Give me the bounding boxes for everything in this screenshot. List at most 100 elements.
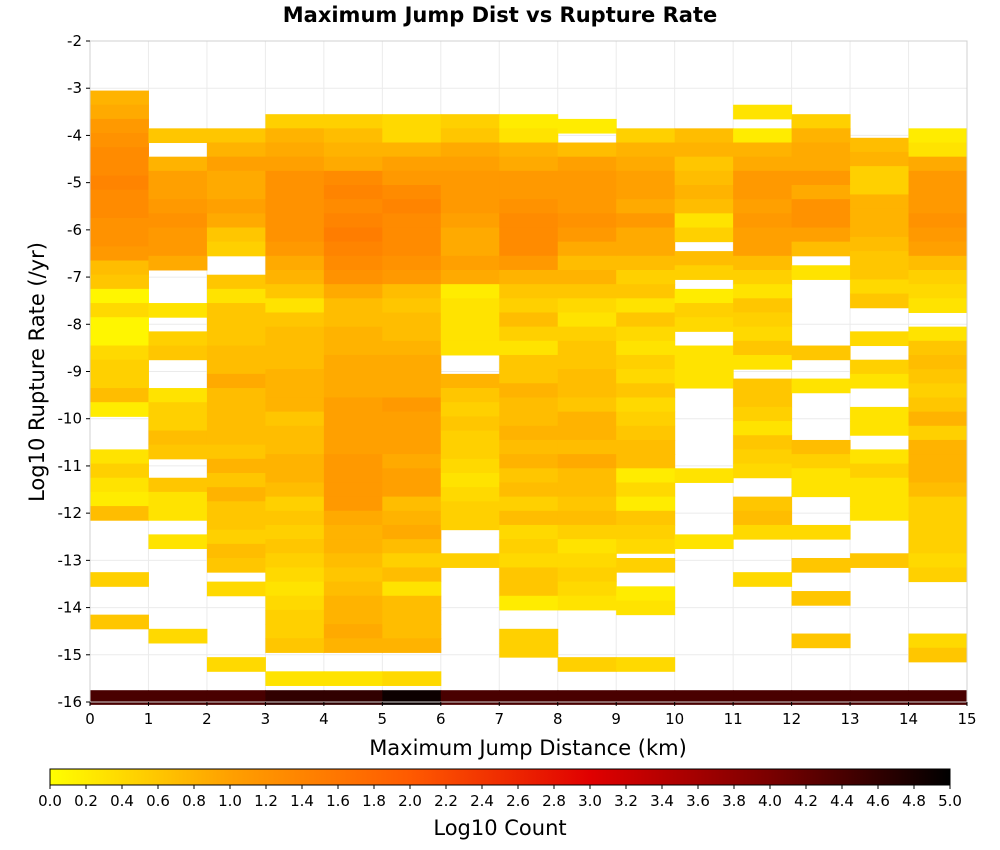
x-tick-label: 3 bbox=[261, 710, 271, 728]
heatmap-cell bbox=[499, 595, 559, 611]
heatmap-cell bbox=[382, 482, 442, 498]
heatmap-cell bbox=[265, 170, 325, 186]
heatmap-cell bbox=[265, 595, 325, 611]
heatmap-cell bbox=[850, 463, 910, 479]
heatmap-cell bbox=[382, 156, 442, 172]
heatmap-cell bbox=[499, 185, 559, 200]
heatmap-cell bbox=[616, 383, 676, 398]
heatmap-cell bbox=[440, 515, 500, 531]
y-tick-label: -7 bbox=[67, 268, 82, 286]
heatmap-cell bbox=[382, 354, 442, 370]
heatmap-cell bbox=[908, 397, 968, 413]
heatmap-cell bbox=[908, 156, 968, 172]
heatmap-cell bbox=[674, 468, 734, 483]
x-tick-label: 2 bbox=[202, 710, 212, 728]
heatmap-cell bbox=[148, 185, 208, 200]
heatmap-cell bbox=[90, 133, 149, 148]
colorbar-tick-label: 4.4 bbox=[830, 792, 854, 810]
heatmap-cell bbox=[206, 388, 266, 403]
heatmap-cell bbox=[616, 600, 676, 616]
x-tick-label: 7 bbox=[494, 710, 504, 728]
heatmap-cell bbox=[557, 255, 617, 271]
heatmap-cell bbox=[206, 185, 266, 200]
heatmap-cell bbox=[90, 274, 149, 290]
heatmap-cell bbox=[733, 185, 793, 200]
heatmap-cell bbox=[850, 359, 910, 375]
heatmap-cell bbox=[499, 539, 559, 554]
heatmap-cell bbox=[148, 430, 208, 446]
heatmap-cell bbox=[499, 156, 559, 172]
x-tick-label: 11 bbox=[724, 710, 743, 728]
colorbar bbox=[49, 768, 951, 786]
heatmap-cell bbox=[499, 628, 559, 644]
heatmap-cell bbox=[733, 199, 793, 214]
heatmap-cell bbox=[382, 114, 442, 129]
y-tick-label: -5 bbox=[67, 174, 82, 192]
heatmap-cell bbox=[382, 397, 442, 413]
heatmap-cell bbox=[908, 439, 968, 455]
y-tick-label: -14 bbox=[58, 599, 83, 617]
heatmap-cell bbox=[323, 496, 383, 512]
heatmap-cell bbox=[265, 269, 325, 285]
heatmap-cell bbox=[499, 425, 559, 441]
heatmap-cell bbox=[499, 312, 559, 328]
heatmap-cell bbox=[733, 496, 793, 512]
heatmap-cell bbox=[557, 657, 617, 672]
heatmap-cell bbox=[616, 312, 676, 328]
heatmap-cell bbox=[382, 624, 442, 639]
heatmap-cell bbox=[674, 185, 734, 200]
colorbar-tick-label: 2.2 bbox=[434, 792, 458, 810]
heatmap-cell bbox=[499, 340, 559, 356]
heatmap-cell bbox=[323, 439, 383, 455]
heatmap-cell bbox=[557, 468, 617, 483]
heatmap-cell bbox=[791, 468, 851, 483]
heatmap-cell bbox=[850, 506, 910, 521]
heatmap-cell bbox=[908, 255, 968, 271]
heatmap-cell bbox=[206, 557, 266, 573]
heatmap-cell bbox=[674, 317, 734, 332]
heatmap-cell bbox=[382, 255, 442, 271]
heatmap-cell bbox=[440, 142, 500, 158]
heatmap-cell bbox=[791, 633, 851, 649]
heatmap-cell bbox=[323, 567, 383, 583]
heatmap-cell bbox=[265, 255, 325, 271]
heatmap-cell bbox=[323, 468, 383, 483]
heatmap-cell bbox=[265, 539, 325, 554]
heatmap-cell bbox=[791, 454, 851, 469]
heatmap-cell bbox=[557, 439, 617, 455]
heatmap-cell bbox=[382, 269, 442, 285]
heatmap-cell bbox=[557, 553, 617, 568]
heatmap-cell bbox=[733, 227, 793, 243]
heatmap-cell bbox=[265, 142, 325, 158]
heatmap-cell bbox=[206, 213, 266, 228]
heatmap-cell bbox=[733, 392, 793, 408]
heatmap-cell bbox=[557, 524, 617, 540]
heatmap-cell bbox=[382, 496, 442, 512]
heatmap-cell bbox=[265, 671, 325, 686]
heatmap-cell bbox=[616, 255, 676, 271]
heatmap-cell bbox=[265, 185, 325, 200]
heatmap-cell bbox=[850, 293, 910, 309]
heatmap-cell bbox=[791, 185, 851, 200]
heatmap-cell bbox=[674, 128, 734, 144]
heatmap-cell bbox=[908, 425, 968, 441]
heatmap-cell bbox=[850, 491, 910, 507]
heatmap-cell bbox=[616, 496, 676, 512]
heatmap-cell bbox=[323, 199, 383, 214]
heatmap-cell bbox=[148, 227, 208, 243]
heatmap-cell bbox=[557, 213, 617, 228]
heatmap-cell bbox=[265, 340, 325, 356]
heatmap-cell bbox=[557, 284, 617, 299]
heatmap-cell bbox=[148, 491, 208, 507]
x-tick-label: 9 bbox=[611, 710, 621, 728]
heatmap-cell bbox=[440, 213, 500, 228]
heatmap-cell bbox=[323, 114, 383, 129]
colorbar-tick-label: 2.6 bbox=[506, 792, 530, 810]
heatmap-cell bbox=[791, 378, 851, 394]
heatmap-cell bbox=[323, 510, 383, 526]
heatmap-cell bbox=[908, 553, 968, 568]
heatmap-cell bbox=[148, 628, 208, 644]
heatmap-cell bbox=[323, 312, 383, 328]
heatmap-cell bbox=[323, 671, 383, 686]
